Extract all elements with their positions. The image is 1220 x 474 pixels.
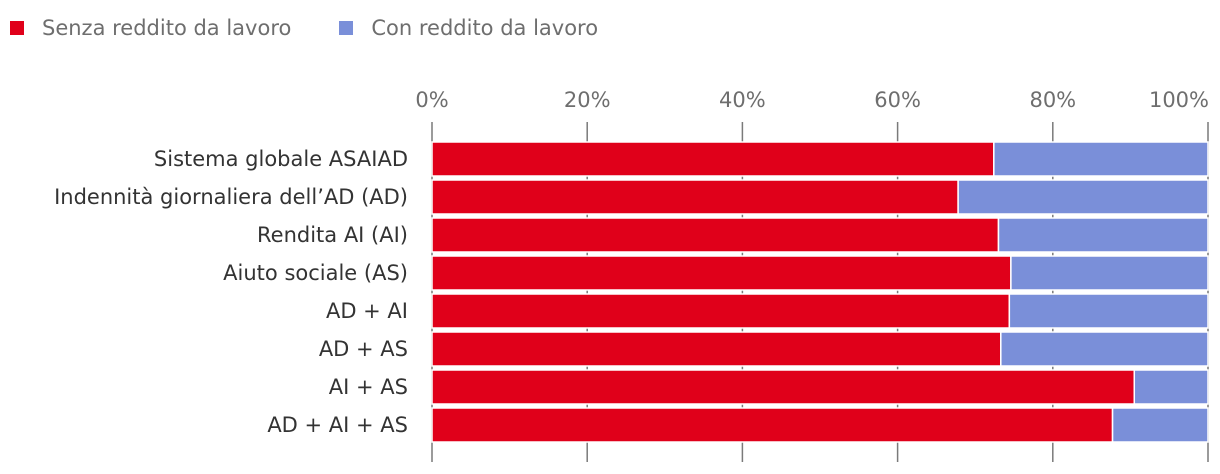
legend-label-con-reddito: Con reddito da lavoro: [371, 16, 599, 40]
category-label-3: Aiuto sociale (AS): [223, 261, 408, 285]
x-axis-ticks: 0% 20% 40% 60% 80% 100%: [415, 88, 1209, 462]
bar-3-series-1: [1010, 255, 1209, 291]
category-labels: Sistema globale ASAIAD Indennità giornali…: [54, 147, 408, 437]
bar-5-series-1: [1000, 331, 1209, 367]
category-label-6: AI + AS: [329, 375, 408, 399]
category-label-0: Sistema globale ASAIAD: [154, 147, 408, 171]
bar-1-series-0: [431, 179, 959, 215]
category-label-7: AD + AI + AS: [267, 413, 408, 437]
x-tick-label-1: 20%: [564, 88, 611, 112]
category-label-1: Indennità giornaliera dell’AD (AD): [54, 185, 408, 209]
bar-0-series-0: [431, 141, 995, 177]
bar-3-series-0: [431, 255, 1012, 291]
legend-item-con-reddito: Con reddito da lavoro: [339, 16, 598, 40]
bar-4-series-1: [1008, 293, 1209, 329]
category-label-4: AD + AI: [326, 299, 408, 323]
bar-7-series-0: [431, 407, 1114, 443]
x-tick-label-0: 0%: [415, 88, 448, 112]
x-tick-label-3: 60%: [874, 88, 921, 112]
bar-5-series-0: [431, 331, 1002, 367]
bar-6-series-1: [1133, 369, 1209, 405]
bar-6-series-0: [431, 369, 1136, 405]
legend-swatch-senza-reddito: [10, 21, 24, 35]
x-tick-label-5: 100%: [1149, 88, 1209, 112]
legend-label-senza-reddito: Senza reddito da lavoro: [42, 16, 292, 40]
bars: [431, 141, 1209, 443]
bar-2-series-0: [431, 217, 1000, 253]
bar-1-series-1: [957, 179, 1209, 215]
legend-item-senza-reddito: Senza reddito da lavoro: [10, 16, 291, 40]
x-tick-label-4: 80%: [1029, 88, 1076, 112]
bar-2-series-1: [997, 217, 1209, 253]
legend: Senza reddito da lavoro Con reddito da l…: [10, 12, 646, 44]
category-label-5: AD + AS: [319, 337, 408, 361]
bar-4-series-0: [431, 293, 1011, 329]
x-tick-label-2: 40%: [719, 88, 766, 112]
category-label-2: Rendita AI (AI): [257, 223, 408, 247]
bar-7-series-1: [1111, 407, 1209, 443]
legend-swatch-con-reddito: [339, 21, 354, 35]
bar-0-series-1: [993, 141, 1209, 177]
